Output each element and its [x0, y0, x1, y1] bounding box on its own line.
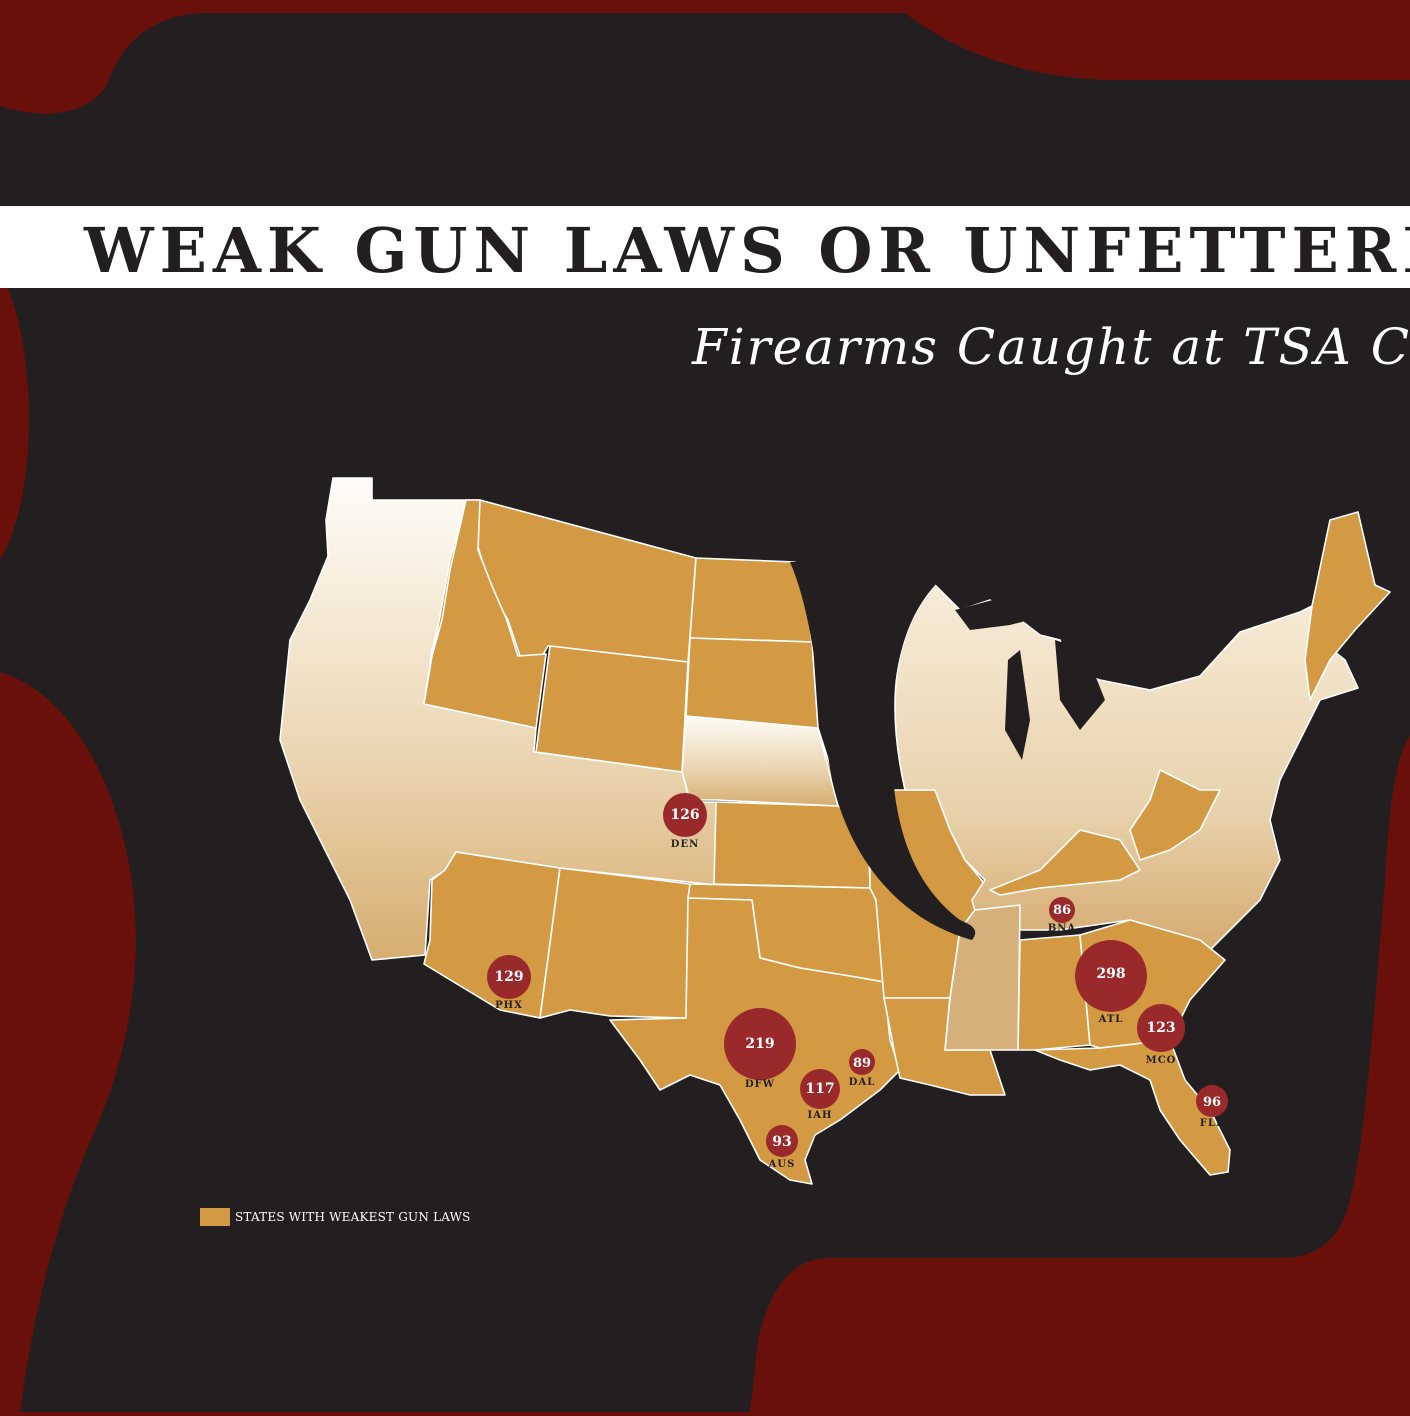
west-virginia	[1129, 769, 1221, 861]
title-band: WEAK GUN LAWS OR UNFETTERED	[0, 206, 1410, 288]
airport-iah: 117 IAH	[800, 1069, 840, 1121]
svg-text:ATL: ATL	[1098, 1014, 1124, 1025]
svg-text:89: 89	[853, 1056, 871, 1071]
svg-text:FLL: FLL	[1200, 1118, 1224, 1129]
alabama	[1017, 934, 1091, 1051]
idaho	[423, 499, 547, 729]
kentucky-wv	[989, 829, 1141, 896]
page-title: WEAK GUN LAWS OR UNFETTERED	[84, 214, 1410, 287]
svg-text:DAL: DAL	[849, 1077, 875, 1088]
svg-text:MCO: MCO	[1146, 1055, 1177, 1066]
airport-dfw: 219 DFW	[724, 1008, 796, 1090]
nebraska-strip	[681, 715, 839, 807]
svg-text:96: 96	[1203, 1095, 1221, 1110]
page-subtitle: Firearms Caught at TSA Ch	[692, 318, 1410, 376]
great-lakes	[955, 598, 1105, 760]
legend-label: STATES WITH WEAKEST GUN LAWS	[235, 1210, 471, 1224]
svg-text:219: 219	[745, 1036, 774, 1052]
maine-nh	[1304, 511, 1391, 701]
new-mexico	[539, 867, 691, 1019]
airport-bubbles: 126 DEN 129 PHX 219 DFW 89 DAL 117 I	[487, 793, 1228, 1170]
dark-arc	[790, 561, 976, 940]
florida	[1034, 1039, 1231, 1176]
svg-text:DEN: DEN	[671, 839, 699, 850]
svg-text:117: 117	[805, 1081, 834, 1097]
svg-text:PHX: PHX	[495, 1000, 523, 1011]
svg-text:BNA: BNA	[1048, 923, 1076, 934]
lake-superior	[955, 598, 1060, 630]
svg-text:129: 129	[494, 969, 523, 985]
airport-den: 126 DEN	[663, 793, 707, 850]
svg-text:86: 86	[1053, 903, 1071, 918]
svg-text:DFW: DFW	[745, 1079, 775, 1090]
airport-aus: 93 AUS	[766, 1125, 798, 1170]
svg-text:93: 93	[772, 1134, 791, 1150]
map-legend: STATES WITH WEAKEST GUN LAWS	[200, 1208, 471, 1226]
legend-swatch-weak-laws	[200, 1208, 230, 1226]
airport-dal: 89 DAL	[849, 1049, 875, 1088]
svg-text:126: 126	[670, 807, 699, 823]
wyoming	[535, 645, 689, 773]
airport-mco: 123 MCO	[1137, 1004, 1185, 1066]
lake-michigan	[1005, 650, 1030, 760]
airport-bna: 86 BNA	[1048, 897, 1076, 934]
lake-huron	[1055, 640, 1105, 730]
airport-fll: 96 FLL	[1196, 1085, 1228, 1129]
svg-text:123: 123	[1146, 1020, 1175, 1036]
svg-text:AUS: AUS	[768, 1159, 796, 1170]
south-dakota	[685, 637, 819, 729]
svg-text:298: 298	[1096, 966, 1125, 982]
map-states	[279, 477, 1391, 1185]
airport-atl: 298 ATL	[1075, 940, 1147, 1025]
airport-phx: 129 PHX	[487, 955, 531, 1011]
svg-text:IAH: IAH	[808, 1110, 833, 1121]
left-red-edge	[0, 288, 29, 555]
mississippi	[944, 904, 1021, 1051]
left-red-shape	[0, 672, 136, 1412]
